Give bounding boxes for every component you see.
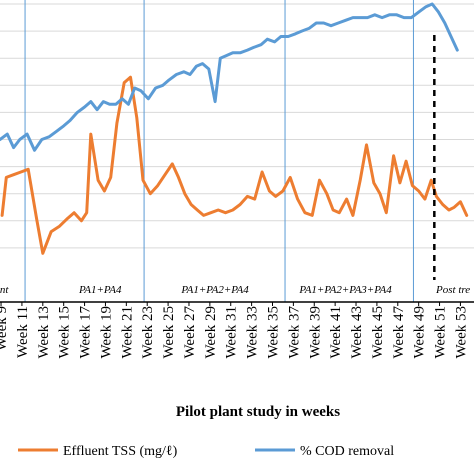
x-tick-label: Week 35 (265, 306, 281, 359)
x-tick-label: Week 27 (182, 306, 198, 359)
x-tick-label: Week 9 (0, 306, 10, 351)
x-tick-label: Week 11 (15, 306, 31, 358)
x-tick-label: Week 33 (245, 306, 261, 359)
x-tick-label: Week 45 (370, 306, 386, 359)
x-tick-label: Week 47 (391, 306, 407, 359)
x-tick-label: Week 23 (140, 306, 156, 359)
x-tick-label: Week 21 (119, 306, 135, 359)
x-tick-label: Week 25 (161, 306, 177, 359)
x-tick-label: Week 19 (98, 306, 114, 359)
phase-label: PA1+PA2+PA4 (180, 284, 249, 296)
x-axis-title: Pilot plant study in weeks (176, 404, 340, 420)
phase-label: PA1+PA4 (78, 284, 122, 296)
x-tick-label: Week 43 (349, 306, 365, 359)
legend-label-effluent-tss: Effluent TSS (mg/ℓ) (63, 444, 178, 459)
gridlines (0, 3, 474, 249)
series-line-0 (0, 75, 469, 255)
phase-label: PA1+PA2+PA3+PA4 (298, 284, 392, 296)
x-tick-label: Week 13 (36, 306, 52, 359)
phase-labels: nt PA1+PA4 PA1+PA2+PA4 PA1+PA2+PA3+PA4 Post … (0, 284, 470, 296)
x-tick-label: Week 53 (453, 306, 469, 359)
x-tick-label: Week 41 (328, 306, 344, 359)
x-tick-label: Week 39 (307, 306, 323, 359)
x-tick-label: Week 37 (286, 306, 302, 359)
phase-label: nt (0, 284, 9, 296)
phase-label: Post tre (435, 284, 470, 296)
x-tick-label: Week 29 (203, 306, 219, 359)
x-tick-label: Week 49 (412, 306, 428, 359)
legend: Effluent TSS (mg/ℓ) % COD removal (18, 444, 394, 459)
x-tick-label: Week 17 (78, 306, 94, 359)
x-tick-label: Week 31 (224, 306, 240, 359)
x-tick-label: Week 15 (57, 306, 73, 359)
series-line-1 (0, 2, 459, 152)
legend-label-cod-removal: % COD removal (300, 444, 394, 459)
x-tick-label: Week 51 (433, 306, 449, 359)
series-layer (0, 2, 469, 255)
phase-boundaries (24, 0, 414, 302)
